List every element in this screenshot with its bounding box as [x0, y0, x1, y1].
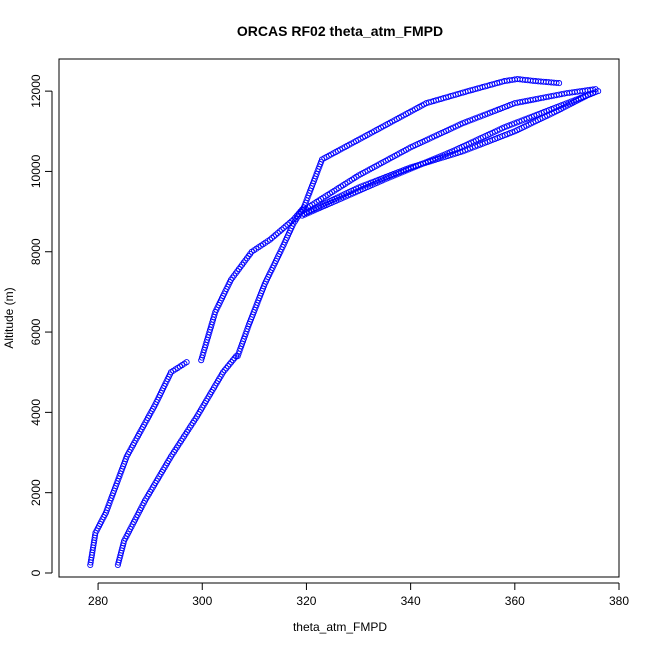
data-point	[223, 365, 230, 372]
data-point	[589, 86, 597, 93]
y-axis-label: Altitude (m)	[2, 287, 16, 348]
data-point	[276, 228, 283, 235]
data-point	[278, 226, 285, 233]
data-point	[268, 234, 275, 242]
y-tick-label: 0	[29, 569, 43, 576]
x-tick-label: 320	[296, 594, 316, 608]
data-point	[589, 90, 597, 97]
data-point	[229, 357, 236, 364]
data-point	[183, 359, 190, 366]
y-tick-label: 2000	[29, 479, 43, 506]
data-point	[272, 231, 279, 238]
y-tick-label: 8000	[29, 238, 43, 265]
data-point	[553, 79, 560, 86]
data-point	[282, 223, 289, 230]
y-tick-label: 12000	[29, 74, 43, 108]
data-point	[292, 214, 299, 221]
data-point	[280, 224, 287, 232]
y-tick-label: 6000	[29, 318, 43, 345]
data-point	[274, 229, 281, 237]
plot-frame	[58, 58, 620, 578]
data-point	[270, 233, 277, 240]
x-tick-label: 340	[401, 594, 421, 608]
x-tick-label: 360	[505, 594, 525, 608]
data-point	[290, 216, 297, 223]
data-points	[87, 76, 602, 569]
data-point	[556, 80, 563, 87]
x-tick-label: 300	[192, 594, 212, 608]
chart-title: ORCAS RF02 theta_atm_FMPD	[237, 23, 443, 39]
x-tick-label: 280	[88, 594, 108, 608]
data-point	[266, 236, 274, 243]
x-tick-label: 380	[609, 594, 629, 608]
y-tick-label: 4000	[29, 399, 43, 426]
axes: 280 300 320 340 360 380 0 2000 4000 6000 8000 10000…	[29, 74, 629, 608]
x-axis-label: theta_atm_FMPD	[293, 620, 387, 634]
y-tick-label: 10000	[29, 154, 43, 188]
